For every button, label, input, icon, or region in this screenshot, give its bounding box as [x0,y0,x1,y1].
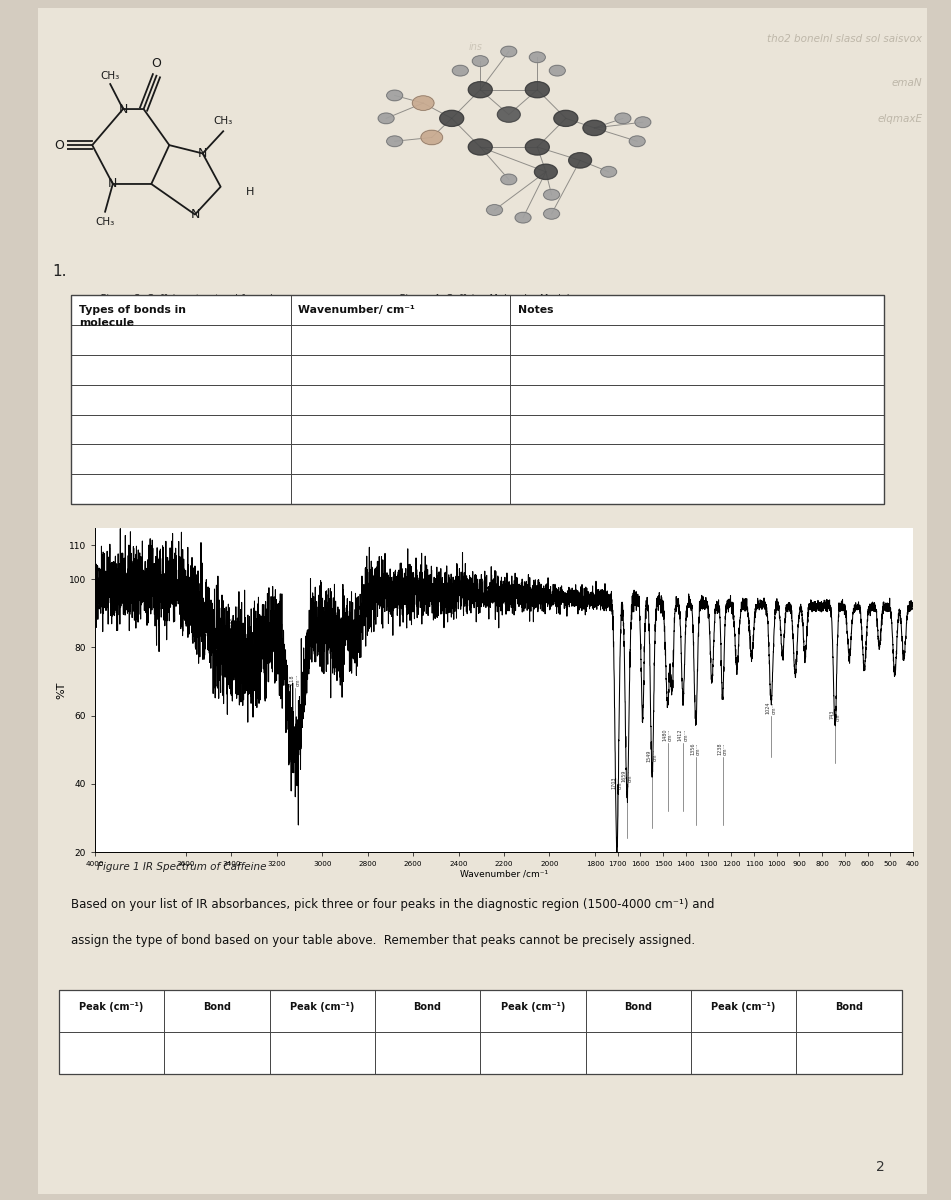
Text: N: N [190,208,200,221]
Text: Based on your list of IR absorbances, pick three or four peaks in the diagnostic: Based on your list of IR absorbances, pi… [71,898,715,911]
Circle shape [387,90,402,101]
Text: 1.: 1. [52,264,67,278]
Text: CH₃: CH₃ [95,217,115,227]
Text: 1238
cm⁻¹: 1238 cm⁻¹ [717,743,728,755]
Text: 1480
cm⁻¹: 1480 cm⁻¹ [662,728,673,742]
Text: CH₃: CH₃ [214,115,233,126]
Circle shape [544,190,559,200]
Text: elqmaxE: elqmaxE [878,114,922,124]
Text: N: N [118,102,127,115]
Text: Peak (cm⁻¹): Peak (cm⁻¹) [80,1002,144,1012]
Text: Peak (cm⁻¹): Peak (cm⁻¹) [290,1002,355,1012]
Text: 743
cm⁻¹: 743 cm⁻¹ [829,709,841,721]
Circle shape [378,113,394,124]
Text: N: N [198,146,207,160]
Text: O: O [54,139,64,151]
Text: 1659
cm⁻¹: 1659 cm⁻¹ [622,769,632,782]
Text: assign the type of bond based on your table above.  Remember that peaks cannot b: assign the type of bond based on your ta… [71,934,695,947]
Circle shape [601,167,616,178]
Circle shape [515,212,531,223]
Circle shape [421,130,442,145]
Circle shape [525,139,550,155]
Circle shape [569,152,592,168]
Circle shape [501,174,516,185]
Circle shape [473,55,488,66]
Circle shape [468,139,493,155]
Text: 1356
cm⁻¹: 1356 cm⁻¹ [690,743,701,755]
Circle shape [553,110,578,126]
X-axis label: Wavenumber /cm⁻¹: Wavenumber /cm⁻¹ [460,870,548,878]
Circle shape [413,96,434,110]
Text: 2: 2 [876,1159,884,1174]
Circle shape [550,65,565,76]
Text: 3380
cm⁻¹: 3380 cm⁻¹ [230,616,242,629]
Circle shape [501,46,516,56]
Circle shape [468,82,493,97]
FancyBboxPatch shape [38,8,927,1194]
Text: CH₃: CH₃ [101,71,120,82]
Circle shape [439,110,464,126]
Text: Types of bonds in
molecule: Types of bonds in molecule [79,305,186,328]
Text: 1412
cm⁻¹: 1412 cm⁻¹ [678,728,689,742]
Text: 3118
cm⁻¹: 3118 cm⁻¹ [290,674,301,686]
Circle shape [497,107,520,122]
Text: Bond: Bond [203,1002,231,1012]
Text: Peak (cm⁻¹): Peak (cm⁻¹) [501,1002,565,1012]
Circle shape [453,65,468,76]
Text: Figure 3. Caffeine structural formula: Figure 3. Caffeine structural formula [100,294,278,304]
Circle shape [635,116,650,127]
Text: O: O [151,58,162,70]
Text: tho2 bonelnl slasd sol saisvox: tho2 bonelnl slasd sol saisvox [767,34,922,43]
Circle shape [530,52,545,62]
Text: ins: ins [469,42,482,52]
FancyBboxPatch shape [59,990,902,1074]
Circle shape [525,82,550,97]
Text: Bond: Bond [835,1002,863,1012]
Text: Figure 1 IR Spectrum of Caffeine: Figure 1 IR Spectrum of Caffeine [97,862,266,871]
Text: Notes: Notes [518,305,553,314]
Text: Wavenumber/ cm⁻¹: Wavenumber/ cm⁻¹ [299,305,416,314]
Text: Peak (cm⁻¹): Peak (cm⁻¹) [711,1002,776,1012]
Text: 1549
cm⁻¹: 1549 cm⁻¹ [647,749,657,762]
Text: emaN: emaN [892,78,922,88]
Circle shape [387,136,402,146]
Text: N: N [108,178,118,191]
Circle shape [583,120,606,136]
Circle shape [544,209,559,220]
FancyBboxPatch shape [71,295,884,504]
Text: Bond: Bond [624,1002,652,1012]
Circle shape [615,113,631,124]
Circle shape [487,205,502,215]
Circle shape [630,136,645,146]
Circle shape [534,164,557,180]
Text: 1703
cm⁻¹: 1703 cm⁻¹ [611,776,622,788]
Y-axis label: %T: %T [56,682,66,698]
Text: Figure 4. Caffeine Molecular Model: Figure 4. Caffeine Molecular Model [399,294,569,304]
Text: H: H [246,187,255,197]
Text: Bond: Bond [414,1002,441,1012]
Text: 1024
cm⁻¹: 1024 cm⁻¹ [766,701,777,714]
